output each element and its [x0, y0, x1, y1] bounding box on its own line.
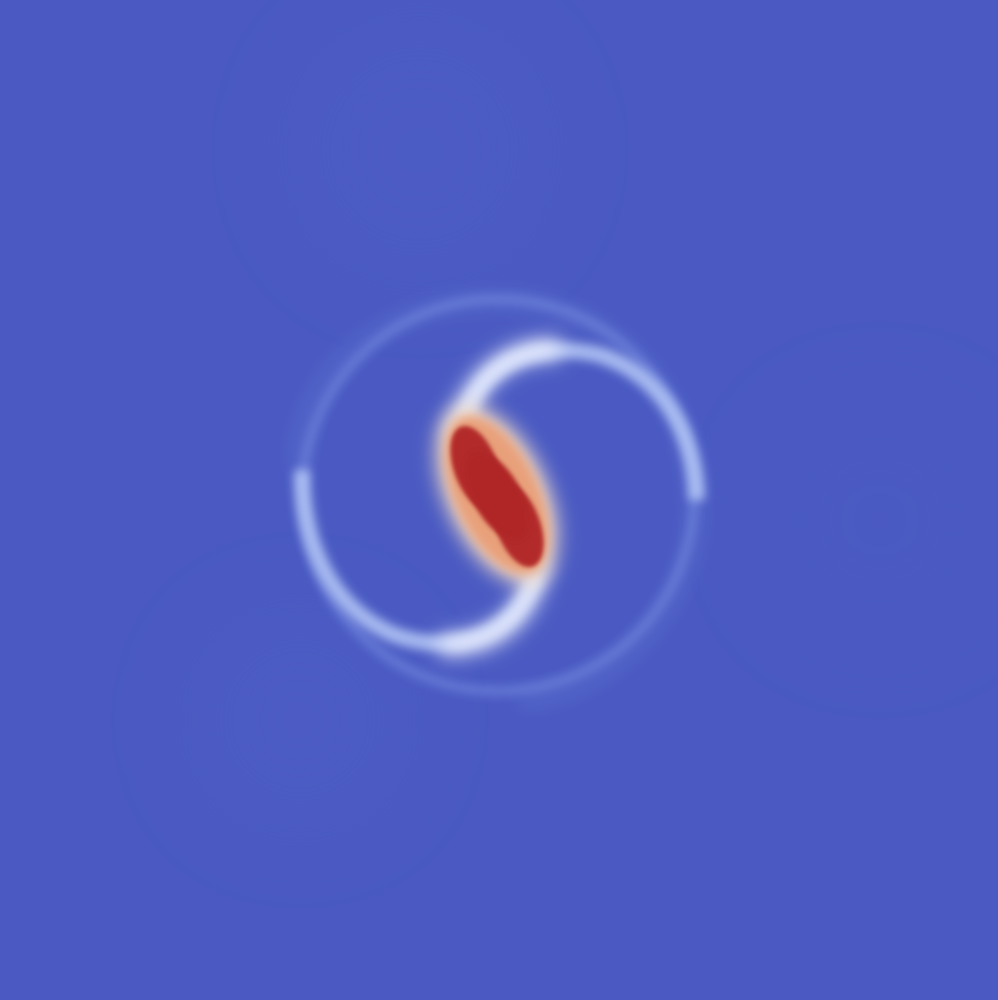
- faint-arc: [294, 294, 701, 705]
- merger-core: [464, 451, 530, 541]
- faint-haze: [190, 20, 998, 830]
